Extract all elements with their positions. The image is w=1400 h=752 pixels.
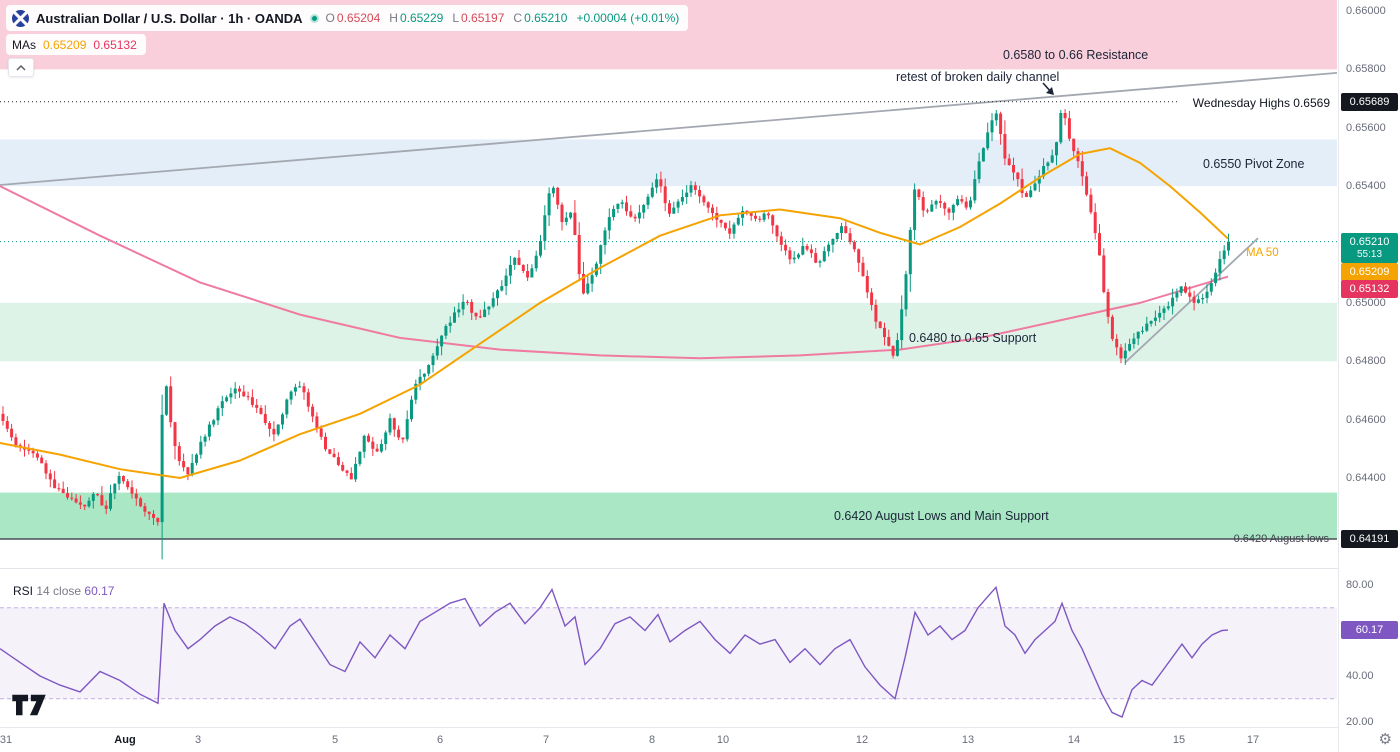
rsi-line	[0, 585, 1229, 718]
time-axis-label: 14	[1067, 734, 1081, 746]
time-axis-label: 17	[1246, 734, 1260, 746]
resistance-zone-label[interactable]: 0.6580 to 0.66 Resistance	[1003, 48, 1149, 62]
ma-legend-label[interactable]: MAs	[12, 37, 36, 52]
ohlc-values: O 0.65204 H 0.65229 L 0.65197 C 0.65210 +0.0…	[326, 11, 680, 25]
high-value: 0.65229	[399, 11, 444, 25]
rsi-value-badge: 60.17	[1341, 621, 1398, 640]
tradingview-logo-icon	[12, 694, 46, 716]
price-scale[interactable]: 0.66000 0.65800 0.65600 0.65400 0.65000 0.648…	[1338, 0, 1400, 752]
rsi-band	[0, 607, 1337, 699]
rsi-scale-label: 40.00	[1346, 670, 1374, 682]
wednesday-highs-label[interactable]: Wednesday Highs 0.6569	[1192, 96, 1330, 110]
price-badge: 0.65210 55:13	[1341, 232, 1398, 263]
price-badge: 0.65209	[1341, 262, 1398, 281]
price-badge: 0.64191	[1341, 530, 1398, 548]
august-lows-line-label[interactable]: 0.6420 August lows	[1233, 533, 1329, 545]
time-axis-label: 15	[1172, 734, 1186, 746]
rsi-params: 14 close	[36, 584, 82, 598]
support-zone-label[interactable]: 0.6480 to 0.65 Support	[909, 331, 1037, 345]
high-label: H	[389, 11, 398, 25]
price-scale-label: 0.66000	[1346, 5, 1386, 17]
ma-fast-line	[0, 147, 1229, 480]
time-axis-label: 6	[436, 734, 444, 746]
open-label: O	[325, 11, 335, 25]
rsi-scale-label: 20.00	[1346, 715, 1374, 728]
chevron-up-icon	[16, 64, 26, 71]
rsi-legend[interactable]: RSI 14 close 60.17	[8, 583, 120, 599]
time-axis-label: 3	[194, 734, 202, 746]
retest-note-label[interactable]: retest of broken daily channel	[896, 70, 1060, 84]
rsi-value: 60.17	[84, 584, 115, 598]
symbol-legend[interactable]: Australian Dollar / U.S. Dollar · 1h · O…	[6, 5, 689, 31]
candlesticks	[1, 109, 1230, 560]
time-axis-label: 8	[648, 734, 656, 746]
ma-fast-value: 0.65209	[43, 37, 87, 52]
price-scale-label: 0.65600	[1346, 121, 1386, 134]
price-scale-label: 0.64800	[1346, 355, 1386, 368]
price-scale-label: 0.65000	[1346, 296, 1386, 309]
open-value: 0.65204	[336, 11, 381, 25]
time-axis-label: 5	[331, 734, 339, 746]
time-axis-label: Aug	[114, 734, 136, 746]
time-axis-label: 10	[716, 734, 730, 746]
market-status-icon	[309, 13, 319, 23]
price-scale-label: 0.65800	[1346, 63, 1386, 76]
time-axis-label: 12	[855, 734, 869, 746]
price-scale-label: 0.65400	[1346, 180, 1386, 193]
ma-indicator-legend[interactable]: MAs 0.65209 0.65132	[6, 34, 146, 55]
symbol-title[interactable]: Australian Dollar / U.S. Dollar · 1h · O…	[36, 10, 303, 26]
trendlines	[0, 72, 1338, 364]
time-axis[interactable]: 31 Aug 3 5 6 7 8 10 12 13 14 15 17	[0, 727, 1338, 752]
tradingview-logo[interactable]	[10, 692, 48, 723]
chart-settings-gear-icon[interactable]: ⚙	[1378, 731, 1392, 748]
time-axis-label: 7	[542, 734, 550, 746]
ma50-line-label[interactable]: MA 50	[1246, 247, 1279, 259]
main-support-zone-label[interactable]: 0.6420 August Lows and Main Support	[834, 509, 1049, 523]
close-label: C	[513, 11, 523, 25]
rsi-name[interactable]: RSI	[13, 584, 34, 598]
low-value: 0.65197	[461, 11, 505, 25]
pivot-zone-label[interactable]: 0.6550 Pivot Zone	[1203, 157, 1305, 171]
close-value: 0.65210	[524, 11, 568, 25]
aud-flag-icon	[12, 9, 29, 27]
price-scale-label: 0.64400	[1346, 472, 1386, 484]
price-scale-label: 0.64600	[1346, 413, 1386, 426]
ma-slow-value: 0.65132	[93, 37, 137, 52]
price-badge: 0.65132	[1341, 279, 1398, 298]
time-axis-label: 13	[961, 734, 975, 746]
ma-slow-line	[0, 185, 1229, 360]
countdown-timer: 55:13	[1356, 248, 1383, 260]
change-value: +0.00004 (+0.01%)	[576, 11, 680, 25]
collapse-legend-button[interactable]	[8, 58, 34, 77]
time-axis-label: 31	[0, 734, 13, 746]
price-badge: 0.65689	[1341, 92, 1398, 111]
rsi-scale-label: 80.00	[1346, 579, 1374, 591]
low-label: L	[452, 11, 460, 25]
retest-arrow-icon[interactable]	[1040, 81, 1060, 101]
